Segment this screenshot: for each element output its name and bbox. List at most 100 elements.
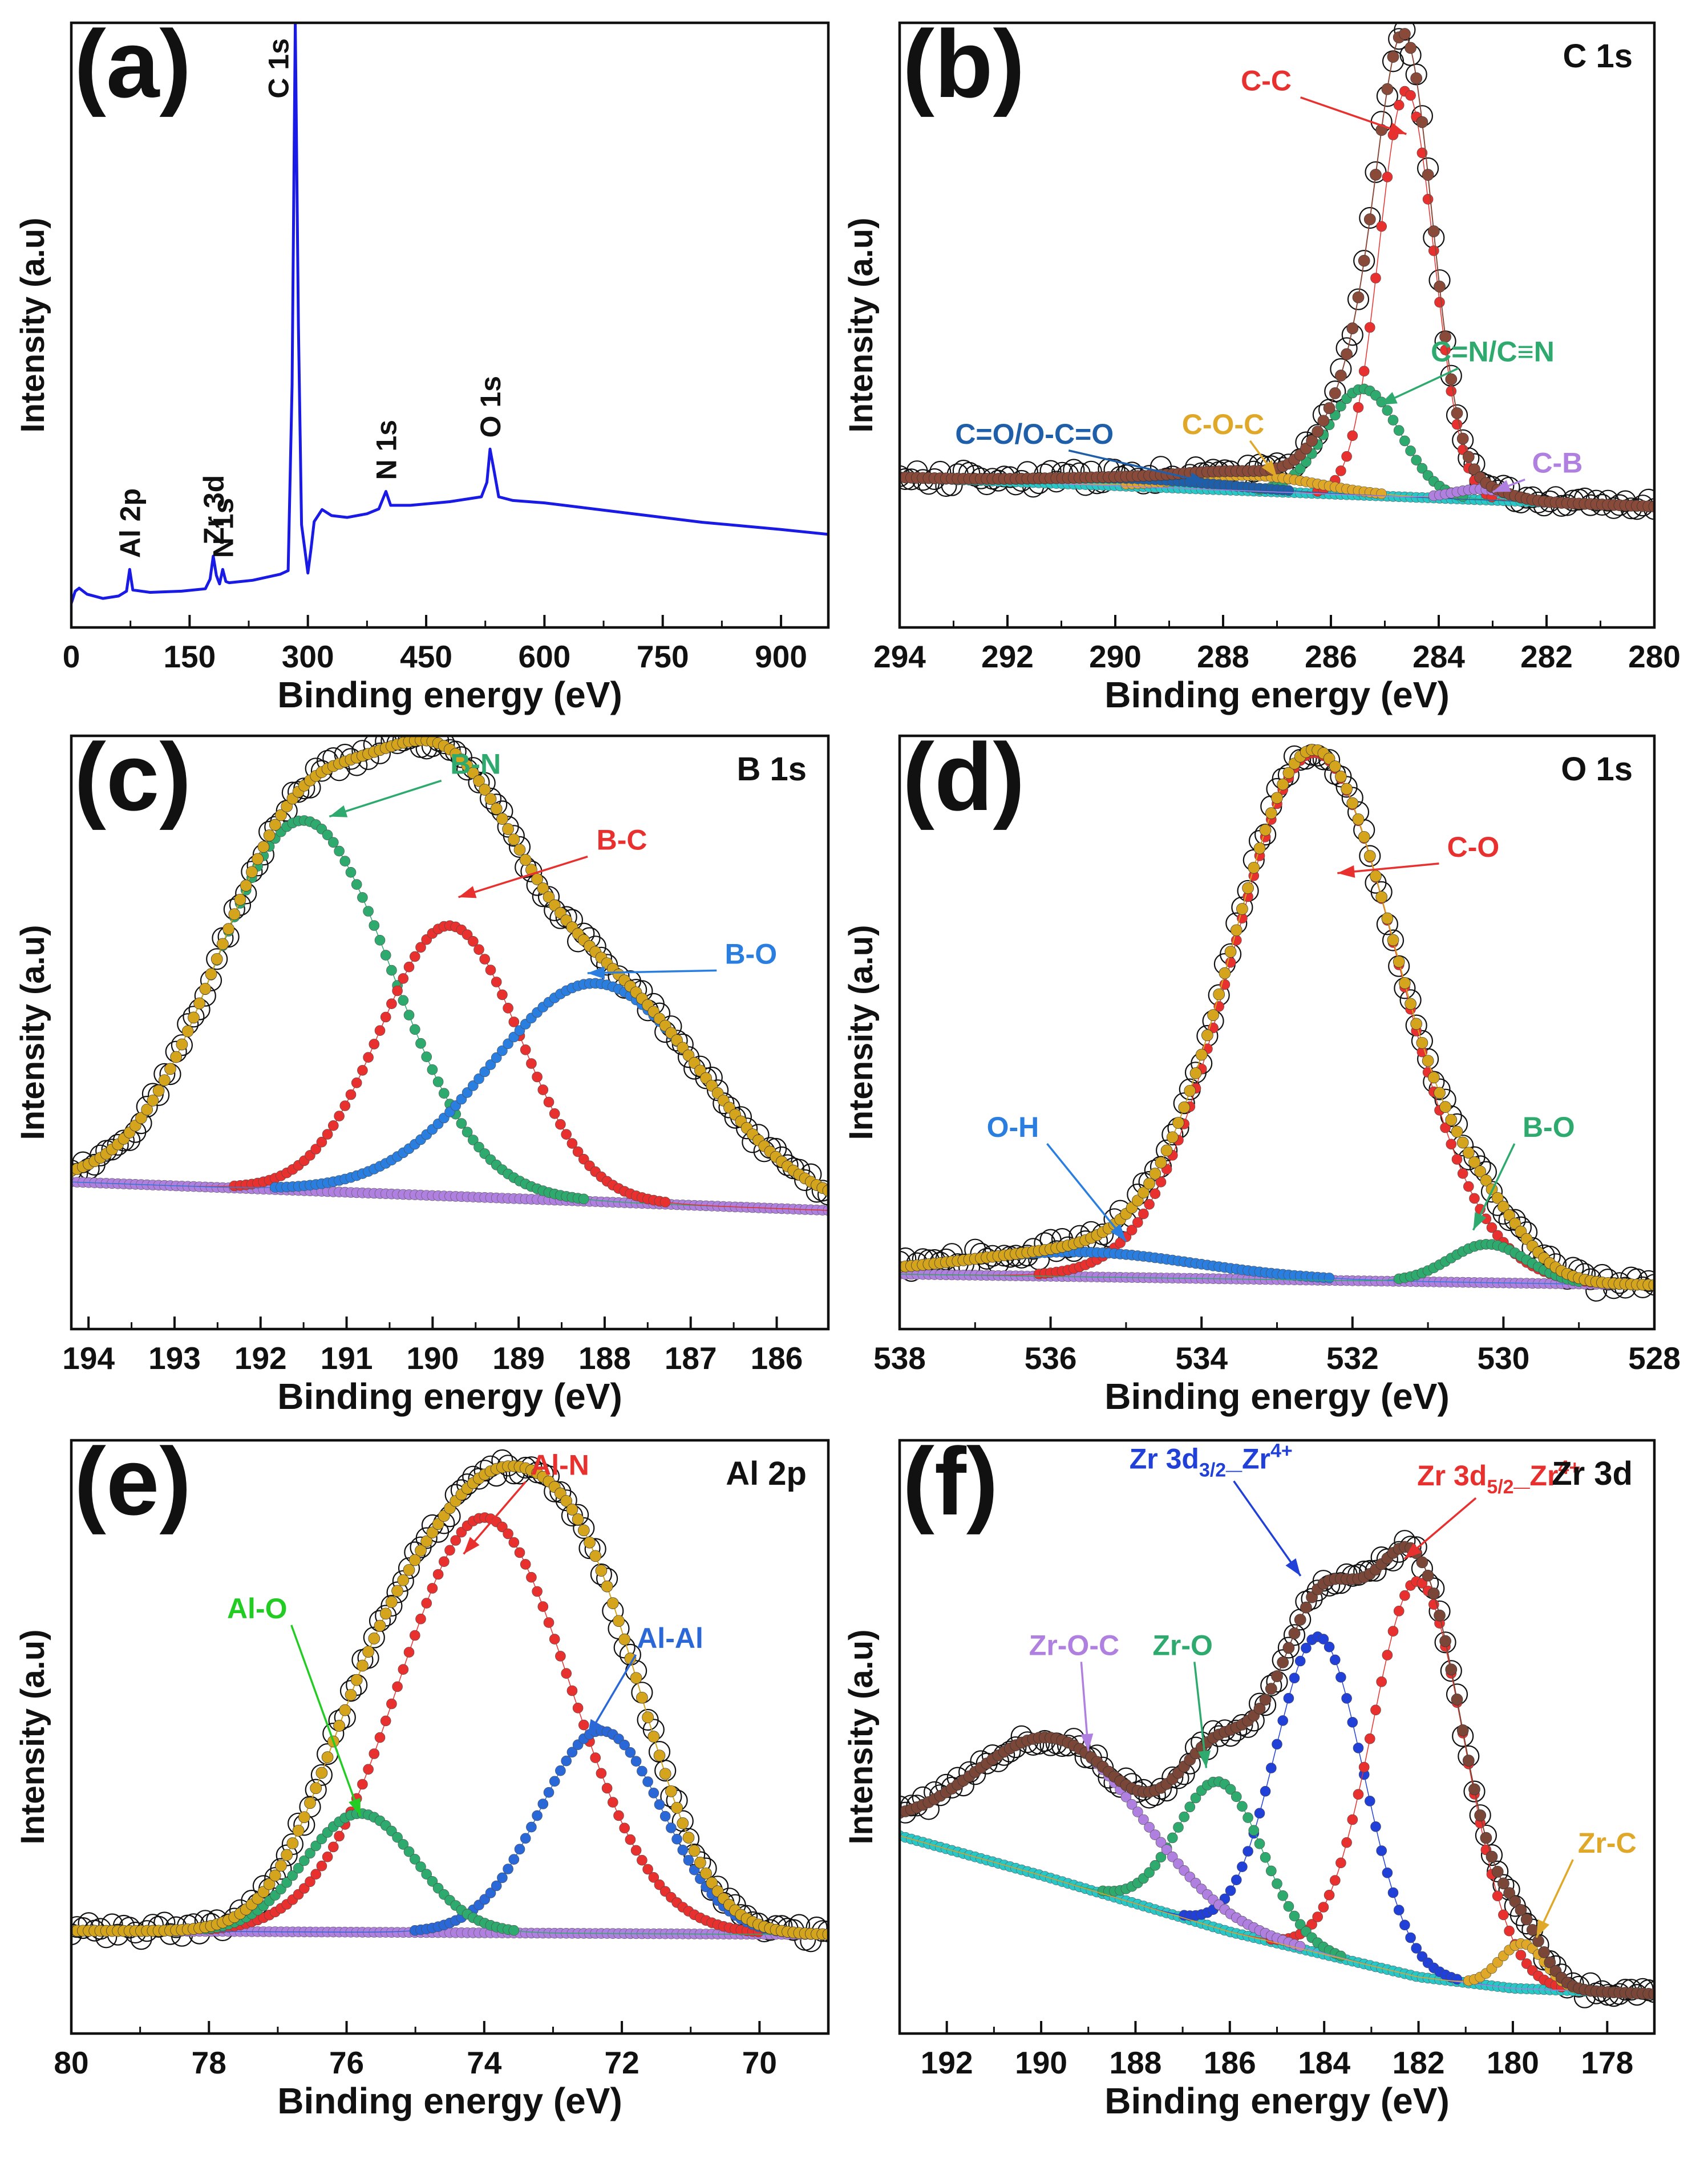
annotation-arrow (290, 1625, 362, 1817)
envelope-point (1427, 1071, 1440, 1084)
envelope-point (1265, 1683, 1277, 1695)
component-point (683, 1855, 694, 1866)
x-tick-label: 72 (604, 2045, 639, 2080)
survey-spectrum-line (71, 23, 828, 604)
peak-annotation: B-C (458, 824, 647, 898)
component-point (1272, 1878, 1282, 1889)
component-point (671, 1833, 682, 1845)
component-point (1260, 1786, 1271, 1797)
component-point (1254, 1838, 1265, 1849)
component-point (392, 985, 403, 997)
component-point (526, 1821, 537, 1833)
component-point (310, 1840, 322, 1852)
experimental-point (206, 948, 228, 970)
experimental-point (817, 1184, 828, 1206)
peak-annotation: B-O (587, 938, 777, 979)
component-point (1283, 485, 1294, 496)
component-point (1237, 1861, 1248, 1872)
x-tick-label: 186 (1204, 2045, 1256, 2080)
component-point (1376, 488, 1387, 500)
component-point (1341, 1837, 1352, 1848)
experimental-point (1353, 250, 1375, 272)
envelope-point (315, 1767, 328, 1779)
experimental-point (1277, 1637, 1300, 1659)
experimental-point (1092, 1756, 1114, 1779)
envelope-point (1445, 373, 1458, 386)
component-point (648, 1872, 659, 1883)
envelope-fit (900, 1541, 1654, 2000)
component-point (1335, 1857, 1346, 1869)
component-point (555, 1765, 566, 1776)
component-al-al (71, 1726, 828, 1938)
component-point (415, 1613, 426, 1625)
envelope-point (164, 1063, 176, 1075)
component-point (1399, 435, 1410, 447)
component-point (1266, 1763, 1277, 1773)
component-point (637, 1854, 647, 1866)
component-point (1365, 1796, 1375, 1807)
component-point (334, 845, 345, 857)
component-point (1231, 1791, 1242, 1803)
envelope-point (275, 1860, 287, 1872)
component-point (1434, 297, 1445, 308)
envelope-fit (900, 28, 1654, 513)
component-point (1324, 1273, 1335, 1283)
component-point (497, 1521, 508, 1533)
envelope-point (1184, 1084, 1196, 1097)
component-point (1376, 1676, 1387, 1687)
envelope-point (240, 880, 252, 892)
component-point (630, 1845, 642, 1856)
envelope-point (374, 1619, 386, 1632)
component-point (473, 1073, 484, 1084)
envelope-point (217, 938, 229, 950)
component-point (1440, 1122, 1451, 1133)
y-axis-title: Intensity (a.u) (14, 1629, 51, 1844)
y-axis-title: Intensity (a.u) (843, 1629, 880, 1844)
envelope-point (176, 1038, 188, 1051)
component-point (339, 1100, 351, 1111)
envelope-point (490, 803, 503, 815)
component-point (1428, 245, 1439, 256)
experimental-point (1382, 929, 1405, 951)
component-point (497, 989, 508, 1001)
experimental-point (596, 954, 618, 976)
envelope-point (350, 1674, 363, 1686)
envelope-point (1143, 1177, 1155, 1190)
panel-letter: (c) (74, 723, 191, 831)
envelope-point (1410, 1018, 1423, 1030)
component-point (1283, 1692, 1294, 1704)
component-point (427, 1583, 438, 1594)
panel-title: Zr 3d (1552, 1455, 1633, 1492)
envelope-point (1416, 116, 1428, 128)
component-point (1138, 1208, 1149, 1220)
x-tick-label: 188 (1110, 2045, 1162, 2080)
component-point (374, 1732, 386, 1743)
envelope-point (1468, 1156, 1480, 1168)
component-point (322, 829, 333, 841)
envelope-point (263, 829, 276, 841)
envelope-point (135, 1112, 147, 1124)
envelope-point (1329, 760, 1341, 772)
panel-c: B-N B-C B-O 194 193 192 191 190 189 188 187 186 Bind… (14, 723, 830, 1417)
envelope-point (333, 1720, 345, 1732)
component-point (514, 1547, 525, 1558)
plot-area-c (71, 736, 828, 1216)
experimental-point (1516, 1913, 1538, 1935)
envelope-point (1282, 1642, 1295, 1654)
x-tick-label: 280 (1628, 639, 1681, 674)
experimental-point (305, 1779, 327, 1801)
component-point (1387, 1887, 1399, 1898)
peak-label: C-B (1532, 447, 1582, 479)
envelope-point (147, 1094, 159, 1107)
component-point (613, 1810, 624, 1821)
envelope-point (1335, 370, 1347, 382)
component-point (1184, 1801, 1196, 1812)
component-point (532, 1810, 543, 1821)
envelope-point (1189, 1067, 1202, 1079)
component-point (608, 1797, 618, 1808)
envelope-point (152, 1084, 165, 1097)
envelope-point (1363, 213, 1376, 225)
envelope-point (246, 866, 258, 878)
x-axis-title: Binding energy (eV) (277, 674, 622, 715)
x-tick-label: 190 (406, 1340, 459, 1376)
